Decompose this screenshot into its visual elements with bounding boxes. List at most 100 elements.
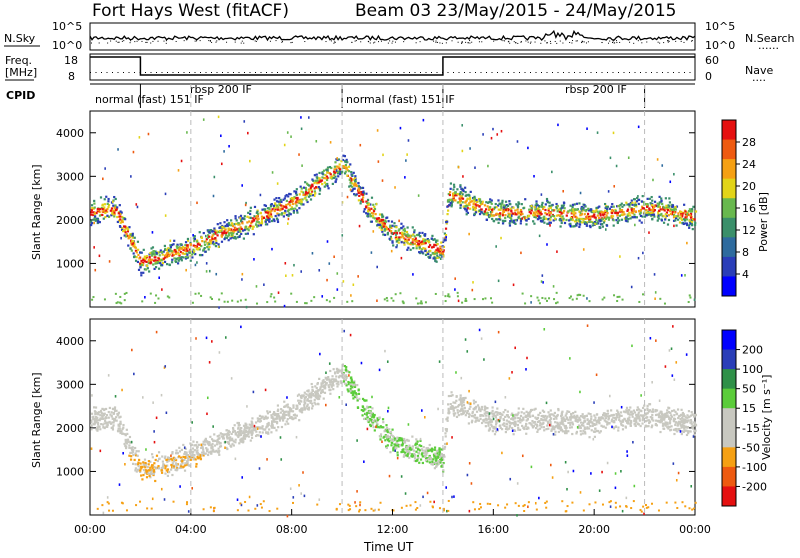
data-point [139,469,141,471]
data-point [187,246,189,248]
data-point [664,218,666,220]
data-point [500,237,502,240]
nave-dot [211,72,212,73]
data-point [280,412,282,414]
data-point [616,214,618,216]
data-point [232,225,234,227]
data-point [249,213,251,215]
nave-dot [607,72,608,73]
data-point [310,400,312,402]
data-point [219,222,221,224]
data-point [345,366,347,368]
nsearch-dot [107,43,108,44]
nsearch-dot [469,40,470,41]
data-point [391,250,393,253]
data-point [534,214,536,216]
nave-dot [299,72,300,73]
data-point [522,417,524,419]
data-point [198,292,200,294]
data-point [673,409,675,411]
data-point [293,264,295,267]
nsearch-dot [326,41,327,42]
data-point [641,222,643,224]
data-point [235,223,237,225]
data-point [502,222,504,224]
data-point [464,205,466,207]
data-point [579,223,581,225]
data-point [524,198,526,200]
data-point [141,478,143,480]
data-point [262,425,264,427]
data-point [277,426,279,428]
data-point [393,232,395,234]
data-point [503,422,505,424]
data-point [692,228,694,230]
data-point [457,201,459,203]
data-point [382,219,384,221]
data-point [155,459,157,461]
data-point [92,416,94,418]
data-point [655,291,657,294]
data-point [302,203,304,205]
data-point [594,436,596,438]
data-point [418,251,420,253]
data-point [358,195,360,197]
data-point [454,288,456,291]
data-point [110,210,112,212]
data-point [462,198,464,200]
data-point [333,177,335,179]
data-point [350,376,352,378]
data-point [647,409,649,411]
data-point [246,216,248,218]
data-point [335,178,337,180]
data-point [638,257,640,260]
data-point [603,297,605,299]
data-point [182,246,184,248]
nave-dot [431,72,432,73]
data-point [208,236,210,238]
data-point [613,132,615,135]
data-point [628,156,630,159]
power-frame [90,111,695,307]
nsearch-dot [584,41,585,42]
data-point [504,217,506,219]
data-point [217,243,219,245]
nsearch-dot [577,40,578,41]
nave-dot [530,72,531,73]
data-point [267,412,269,414]
data-point [354,183,356,185]
nsearch-dot [196,40,197,41]
data-point [481,406,483,408]
data-point [600,214,602,216]
data-point [301,164,303,167]
data-point [339,163,341,165]
data-point [212,234,214,236]
data-point [412,226,414,228]
data-point [674,219,676,221]
nsearch-dot [609,41,610,42]
data-point [149,262,151,264]
data-point [119,218,121,220]
data-point [680,217,682,219]
data-point [94,206,96,208]
data-point [445,228,447,230]
nave-dot [222,72,223,73]
data-point [493,214,495,216]
data-point [300,270,302,273]
data-point [573,215,575,217]
data-point [544,415,546,417]
nave-dot [624,72,625,73]
data-point [509,215,511,217]
data-point [604,419,606,421]
data-point [148,460,150,462]
data-point [285,207,287,209]
data-point [149,256,151,258]
data-point [390,431,392,433]
power-cbar-swatch [722,120,736,140]
data-point [221,241,223,243]
data-point [681,274,683,277]
data-point [141,300,143,302]
nave-dot [426,72,427,73]
data-point [213,227,215,229]
data-point [462,175,464,178]
